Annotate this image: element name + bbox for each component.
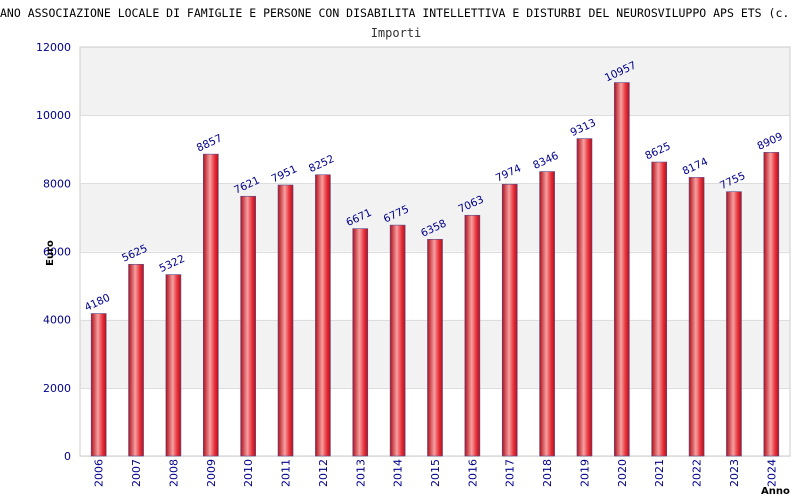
bar [763, 152, 780, 457]
bar [427, 238, 443, 457]
chart-subtitle: Importi [371, 26, 422, 40]
x-tick-label: 2006 [93, 459, 106, 487]
y-tick-label: 10000 [36, 109, 71, 122]
bar [614, 82, 630, 457]
y-tick-label: 0 [64, 450, 71, 463]
x-tick-label: 2024 [765, 459, 778, 487]
y-tick-label: 6000 [43, 246, 71, 259]
x-tick-label: 2008 [167, 459, 180, 487]
bar [539, 171, 555, 457]
bar [90, 313, 107, 457]
y-tick-label: 12000 [36, 41, 71, 54]
bar [352, 228, 369, 457]
chart-title: ANO ASSOCIAZIONE LOCALE DI FAMIGLIE E PE… [0, 6, 789, 20]
background-band [80, 47, 790, 116]
bar [576, 138, 593, 457]
bar [651, 161, 668, 457]
x-tick-label: 2009 [205, 459, 218, 487]
bar [128, 263, 144, 457]
x-tick-label: 2007 [130, 459, 143, 487]
y-axis-ticks: 0 2000 4000 6000 8000 10000 12000 [36, 41, 71, 463]
x-tick-label: 2014 [392, 459, 405, 487]
x-tick-label: 2012 [317, 459, 330, 487]
bar [315, 174, 331, 457]
bar [726, 191, 742, 457]
background-bands [79, 46, 791, 457]
x-tick-label: 2019 [578, 459, 591, 487]
x-tick-label: 2021 [653, 459, 666, 487]
background-band [80, 115, 790, 184]
x-tick-label: 2017 [504, 459, 517, 487]
x-axis-ticks: 2006 2007 2008 2009 2010 2011 2012 2013 2014 2015… [93, 459, 779, 487]
y-tick-label: 4000 [43, 314, 71, 327]
x-tick-label: 2015 [429, 459, 442, 487]
x-tick-label: 2018 [541, 459, 554, 487]
bar [240, 195, 256, 457]
bar [464, 214, 481, 457]
x-tick-label: 2020 [616, 459, 629, 487]
x-tick-label: 2010 [242, 459, 255, 487]
x-axis-label: Anno [761, 486, 790, 497]
bar [165, 274, 182, 457]
y-tick-label: 8000 [43, 177, 71, 190]
bar [688, 177, 705, 457]
bar [277, 184, 294, 457]
y-tick-label: 2000 [43, 382, 71, 395]
bar [389, 224, 406, 457]
bar [202, 153, 219, 457]
x-tick-label: 2016 [466, 459, 479, 487]
bar [501, 183, 518, 457]
bars-group [90, 82, 780, 457]
x-tick-label: 2023 [728, 459, 741, 487]
x-tick-label: 2013 [354, 459, 367, 487]
x-tick-label: 2011 [280, 459, 293, 487]
x-tick-label: 2022 [691, 459, 704, 487]
y-axis-label: Euro [45, 240, 56, 266]
